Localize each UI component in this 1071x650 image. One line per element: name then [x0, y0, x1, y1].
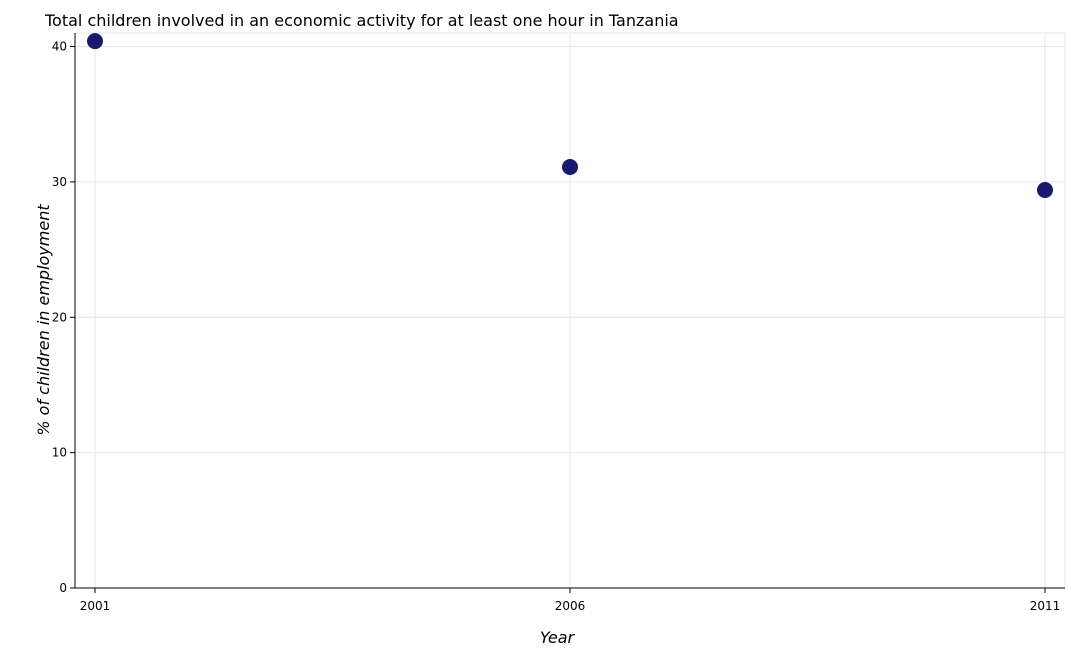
x-tick-label: 2011: [1030, 599, 1061, 613]
x-axis-label: Year: [540, 628, 576, 647]
data-point: [87, 33, 103, 50]
data-point: [562, 159, 578, 176]
data-point: [1037, 182, 1053, 199]
y-tick-label: 10: [52, 446, 67, 460]
x-tick-label: 2001: [80, 599, 111, 613]
y-tick-label: 30: [52, 175, 67, 189]
y-tick-label: 20: [52, 310, 67, 324]
y-tick-label: 40: [52, 40, 67, 54]
y-axis-label: % of children in employment: [34, 204, 53, 436]
x-tick-label: 2006: [555, 599, 586, 613]
chart-title: Total children involved in an economic a…: [44, 11, 679, 30]
grid: [75, 32, 1066, 589]
y-tick-label: 0: [59, 581, 67, 595]
data-points: [87, 33, 1053, 199]
tick-labels: 0 10 20 30 40 2001 2006 2011: [52, 40, 1061, 613]
axes: [70, 33, 1065, 593]
